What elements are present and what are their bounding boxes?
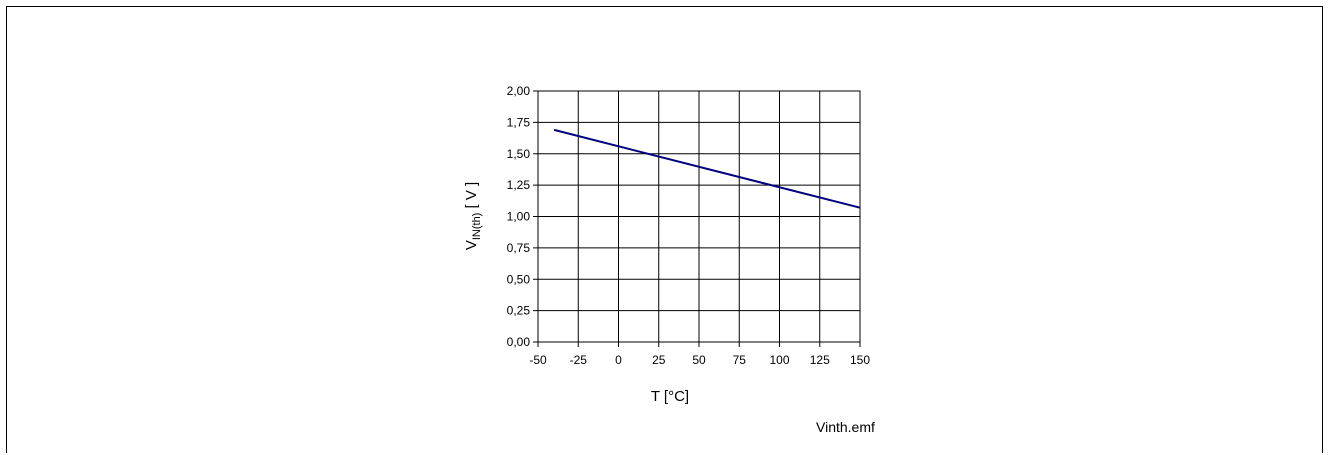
y-tick-label: 0,25 (507, 304, 531, 318)
x-tick-label: -25 (570, 353, 588, 367)
x-axis-label: T [°C] (651, 388, 689, 405)
x-tick-label: 125 (810, 353, 830, 367)
x-tick-label: 25 (652, 353, 666, 367)
x-tick-label: 50 (692, 353, 706, 367)
x-tick-label: -50 (529, 353, 547, 367)
y-tick-label: 1,75 (507, 115, 531, 129)
series-layer (553, 128, 861, 209)
grid (537, 90, 861, 343)
y-tick-label: 0,75 (507, 241, 531, 255)
y-axis-label-subscript: IN(th) (471, 213, 483, 241)
y-tick-label: 1,25 (507, 178, 531, 192)
figure-frame (6, 6, 1323, 453)
x-tick-label: 150 (850, 353, 870, 367)
y-axis-label: VIN(th) [ V ] (463, 182, 483, 250)
y-axis-label-main: V (463, 240, 480, 250)
y-tick-label: 1,50 (507, 147, 531, 161)
x-tick-label: 75 (733, 353, 747, 367)
figure-caption: Vinth.emf (816, 419, 875, 435)
y-tick-label: 0,50 (507, 272, 531, 286)
y-tick-label: 0,00 (507, 335, 531, 349)
y-tick-label: 1,00 (507, 210, 531, 224)
series-line (553, 128, 861, 209)
x-tick-label: 0 (615, 353, 622, 367)
x-axis: -50 -25 0 25 50 75 100 125 150 (529, 342, 870, 367)
y-tick-label: 2,00 (507, 84, 531, 98)
y-axis: 0,00 0,25 0,50 0,75 1,00 1,25 1,50 1,75 2,00 (507, 84, 538, 349)
x-tick-label: 100 (769, 353, 789, 367)
y-axis-label-unit: [ V ] (463, 182, 480, 213)
